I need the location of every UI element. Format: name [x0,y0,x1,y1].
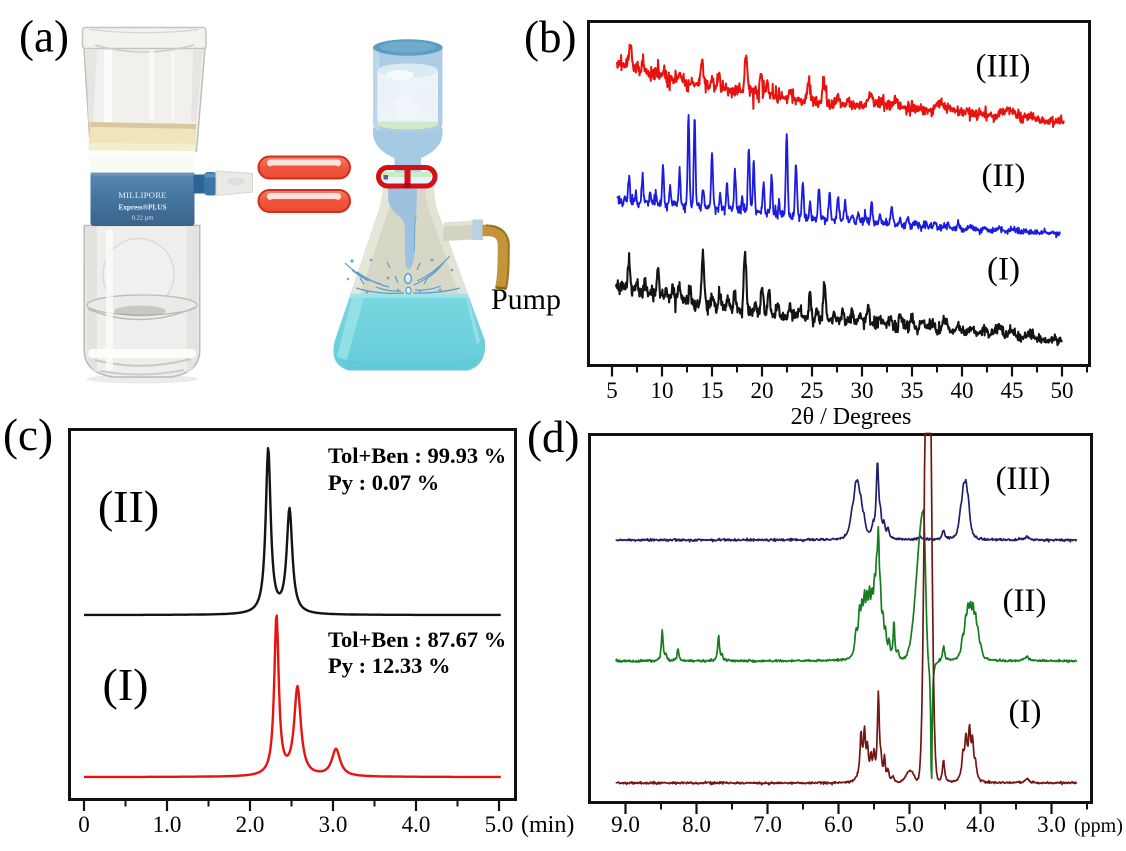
svg-text:(II): (II) [98,481,159,532]
svg-text:10: 10 [651,378,674,403]
svg-text:3.0: 3.0 [1037,812,1066,837]
svg-text:5.0: 5.0 [895,812,924,837]
svg-text:1.0: 1.0 [153,812,182,837]
svg-text:(d): (d) [527,412,579,462]
svg-text:Py : 0.07 %: Py : 0.07 % [328,470,439,495]
svg-text:20: 20 [751,378,774,403]
svg-text:(I): (I) [103,659,149,710]
svg-text:5.0: 5.0 [485,812,514,837]
svg-text:(b): (b) [524,12,576,62]
svg-text:9.0: 9.0 [611,812,640,837]
svg-text:30: 30 [851,378,874,403]
svg-text:50: 50 [1051,378,1074,403]
svg-text:Express®PLUS: Express®PLUS [119,204,167,212]
svg-text:(II): (II) [982,158,1026,194]
svg-text:35: 35 [901,378,924,403]
svg-text:5: 5 [606,378,618,403]
svg-text:8.0: 8.0 [682,812,711,837]
svg-text:40: 40 [951,378,974,403]
svg-text:(a): (a) [19,12,69,62]
svg-text:(II): (II) [1003,583,1047,619]
svg-text:0.22 µm: 0.22 µm [132,215,154,222]
svg-text:(ppm): (ppm) [1074,815,1123,837]
svg-text:4.0: 4.0 [966,812,995,837]
svg-text:(min): (min) [521,812,574,838]
svg-text:(III): (III) [976,49,1031,85]
svg-text:15: 15 [701,378,724,403]
svg-text:(c): (c) [3,410,53,460]
svg-text:25: 25 [801,378,824,403]
svg-text:Tol+Ben : 99.93 %: Tol+Ben : 99.93 % [328,443,506,468]
svg-text:4.0: 4.0 [402,812,431,837]
svg-text:(I): (I) [987,252,1020,288]
svg-text:6.0: 6.0 [824,812,853,837]
svg-text:(III): (III) [996,461,1051,497]
svg-text:Py : 12.33 %: Py : 12.33 % [328,653,451,678]
svg-text:7.0: 7.0 [753,812,782,837]
svg-text:MILLIPORE: MILLIPORE [118,190,167,200]
svg-text:2.0: 2.0 [236,812,265,837]
svg-text:3.0: 3.0 [319,812,348,837]
svg-text:Pump: Pump [491,283,561,316]
svg-text:Tol+Ben : 87.67 %: Tol+Ben : 87.67 % [328,627,506,652]
svg-text:(I): (I) [1009,694,1042,730]
svg-text:2θ / Degrees: 2θ / Degrees [791,404,912,430]
svg-text:0: 0 [78,812,90,837]
svg-text:45: 45 [1001,378,1024,403]
